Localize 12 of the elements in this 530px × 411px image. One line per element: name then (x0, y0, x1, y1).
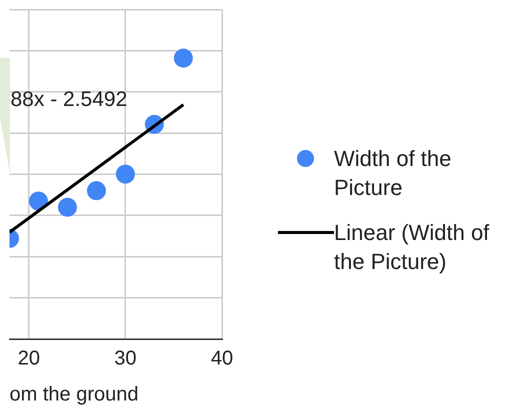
point (174, 48, 193, 68)
x-tick-label: 30 (114, 348, 137, 370)
x-axis-title: om the ground (10, 384, 138, 406)
point (28, 192, 48, 211)
legend-label: Linear (Width of the Picture) (334, 219, 490, 276)
point (86, 181, 106, 200)
x-tick-label: 20 (18, 348, 40, 370)
point (58, 198, 77, 217)
point (116, 164, 135, 184)
annotation: 88x - 2.5492 (10, 88, 128, 111)
x-tick-label: 40 (210, 348, 234, 370)
legend-label: Width of the Picture (334, 145, 452, 202)
